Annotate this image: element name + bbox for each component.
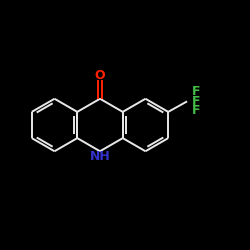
Text: NH: NH [90,150,110,163]
Text: F: F [192,95,200,108]
Text: F: F [192,104,200,117]
Text: O: O [95,69,105,82]
Text: F: F [192,85,200,98]
